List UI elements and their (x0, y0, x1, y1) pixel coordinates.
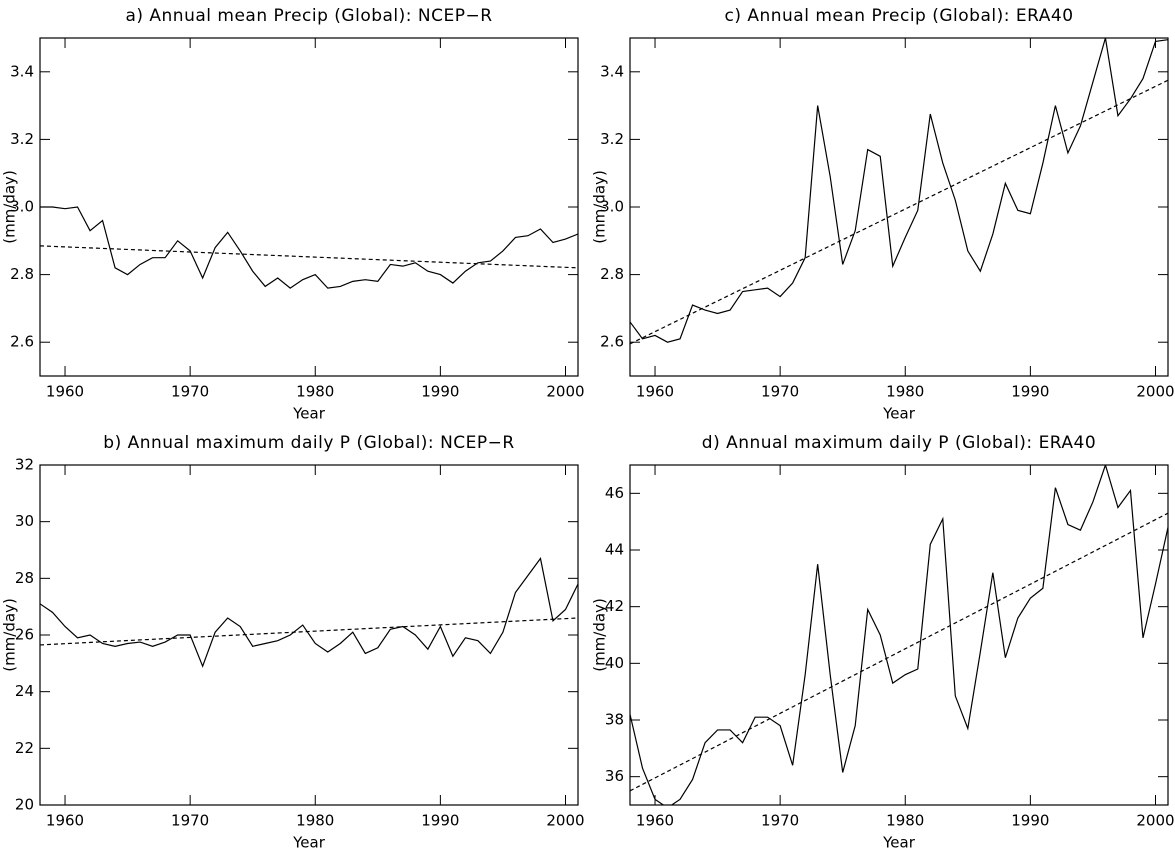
y-axis-label: (mm/day) (1, 170, 19, 244)
y-tick-label: 22 (15, 739, 34, 757)
x-axis-label: Year (292, 405, 326, 423)
subplot: c) Annual mean Precip (Global): ERA40 Yea… (591, 6, 1175, 423)
trend-line (40, 617, 578, 646)
y-tick-label: 46 (605, 484, 624, 502)
x-tick-label: 1980 (296, 812, 334, 830)
x-tick-label: 1990 (1011, 383, 1049, 401)
subplot: d) Annual maximum daily P (Global): ERA4… (591, 433, 1175, 850)
plot-frame (629, 37, 1169, 377)
x-tick-label: 1980 (886, 812, 924, 830)
y-tick-label: 20 (15, 796, 34, 814)
x-tick-label: 2000 (1136, 812, 1174, 830)
y-tick-label: 2.8 (600, 265, 624, 283)
plot-frame (39, 464, 579, 806)
y-tick-label: 2.8 (10, 265, 34, 283)
subplot: b) Annual maximum daily P (Global): NCEP… (1, 433, 585, 850)
x-tick-label: 1990 (421, 383, 459, 401)
y-tick-label: 42 (605, 597, 624, 615)
subplot-title: d) Annual maximum daily P (Global): ERA4… (702, 433, 1096, 453)
y-tick-label: 3.0 (600, 198, 624, 216)
x-tick-label: 1970 (171, 812, 209, 830)
trend-line (40, 245, 578, 269)
subplot-title: c) Annual mean Precip (Global): ERA40 (724, 6, 1073, 26)
y-tick-label: 3.2 (600, 130, 624, 148)
x-tick-label: 2000 (546, 383, 584, 401)
x-tick-label: 1960 (636, 812, 674, 830)
x-tick-label: 1970 (761, 812, 799, 830)
y-tick-label: 38 (605, 711, 624, 729)
y-tick-label: 26 (15, 626, 34, 644)
y-tick-label: 32 (15, 456, 34, 474)
x-tick-label: 1970 (171, 383, 209, 401)
subplot-title: b) Annual maximum daily P (Global): NCEP… (103, 433, 514, 453)
trend-line (630, 512, 1168, 792)
plot-frame (629, 464, 1169, 806)
y-tick-label: 28 (15, 569, 34, 587)
x-axis-label: Year (882, 834, 916, 850)
x-axis-label: Year (882, 405, 916, 423)
x-tick-label: 1960 (636, 383, 674, 401)
subplot-title: a) Annual mean Precip (Global): NCEP−R (125, 6, 492, 26)
subplot: a) Annual mean Precip (Global): NCEP−R Ye… (1, 6, 585, 423)
y-tick-label: 40 (605, 654, 624, 672)
y-tick-label: 24 (15, 682, 34, 700)
y-tick-label: 2.6 (10, 333, 34, 351)
data-line (630, 465, 1168, 805)
plot-frame (39, 37, 579, 377)
data-line (630, 38, 1168, 343)
x-tick-label: 1990 (1011, 812, 1049, 830)
y-axis-label: (mm/day) (1, 598, 19, 672)
x-tick-label: 1960 (46, 812, 84, 830)
x-tick-label: 1970 (761, 383, 799, 401)
y-tick-label: 3.4 (10, 62, 34, 80)
y-tick-label: 3.0 (10, 198, 34, 216)
trend-line (630, 79, 1168, 345)
y-axis-label: (mm/day) (591, 170, 609, 244)
x-tick-label: 2000 (1136, 383, 1174, 401)
y-tick-label: 44 (605, 541, 624, 559)
y-tick-label: 36 (605, 767, 624, 785)
data-line (40, 206, 578, 289)
x-tick-label: 1990 (421, 812, 459, 830)
x-tick-label: 1980 (296, 383, 334, 401)
y-tick-label: 2.6 (600, 333, 624, 351)
x-axis-label: Year (292, 834, 326, 850)
y-axis-label: (mm/day) (591, 598, 609, 672)
y-tick-label: 3.2 (10, 130, 34, 148)
x-tick-label: 1980 (886, 383, 924, 401)
x-tick-label: 1960 (46, 383, 84, 401)
y-tick-label: 3.4 (600, 62, 624, 80)
y-tick-label: 30 (15, 512, 34, 530)
data-line (40, 557, 578, 668)
x-tick-label: 2000 (546, 812, 584, 830)
